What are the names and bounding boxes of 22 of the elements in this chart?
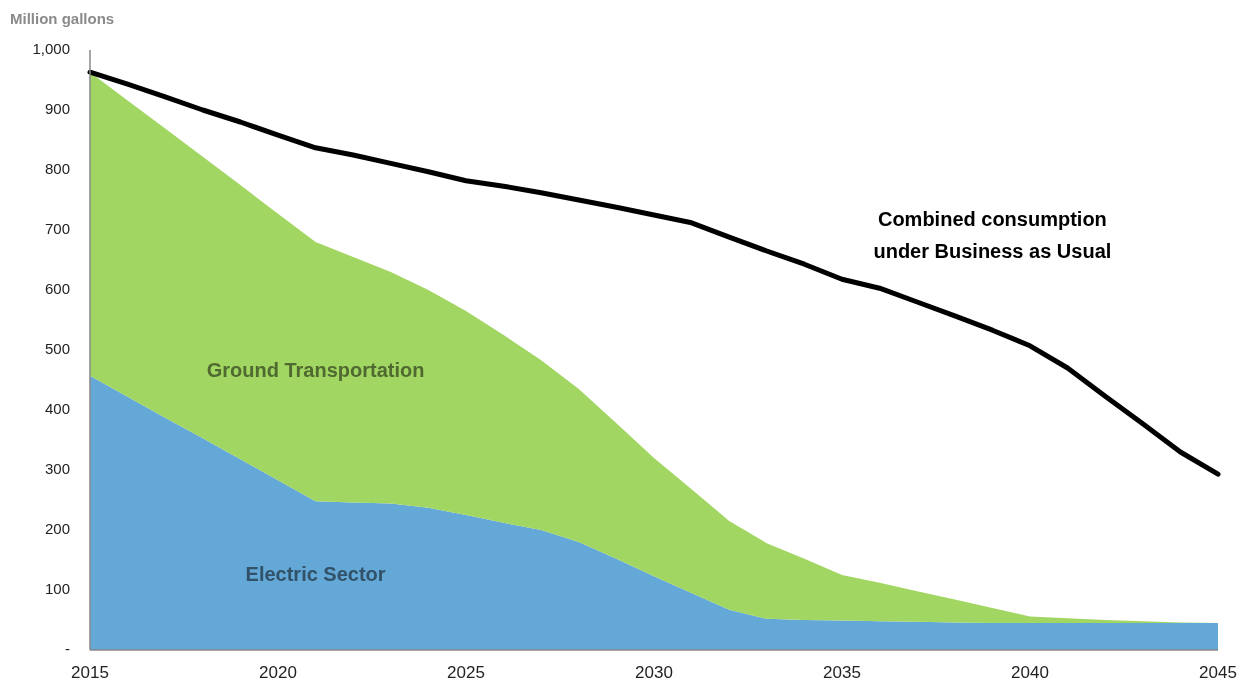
x-tick-label: 2035 — [823, 663, 861, 682]
y-tick-label: 1,000 — [32, 39, 70, 57]
y-tick-label: 700 — [44, 219, 70, 237]
series-label: Electric Sector — [245, 562, 386, 585]
x-tick-label: 2015 — [71, 663, 109, 682]
y-tick-label: - — [65, 639, 70, 657]
x-tick-label: 2020 — [259, 663, 297, 682]
y-tick-label: 300 — [44, 459, 70, 477]
x-tick-label: 2040 — [1011, 663, 1049, 682]
y-tick-label: 500 — [44, 339, 70, 357]
y-tick-label: 400 — [44, 399, 70, 417]
series-label: Combined consumption under Business as Usual — [873, 208, 1112, 263]
x-tick-label: 2030 — [635, 663, 673, 682]
y-tick-label: 600 — [44, 279, 70, 297]
x-tick-label: 2025 — [447, 663, 485, 682]
y-tick-label: 900 — [44, 99, 70, 117]
y-axis-title: Million gallons — [10, 10, 115, 27]
y-tick-label: 800 — [44, 159, 70, 177]
series-label: Ground Transportation — [206, 358, 425, 381]
y-tick-label: 200 — [44, 519, 70, 537]
y-tick-label: 100 — [44, 579, 70, 597]
x-tick-label: 2045 — [1199, 663, 1237, 682]
